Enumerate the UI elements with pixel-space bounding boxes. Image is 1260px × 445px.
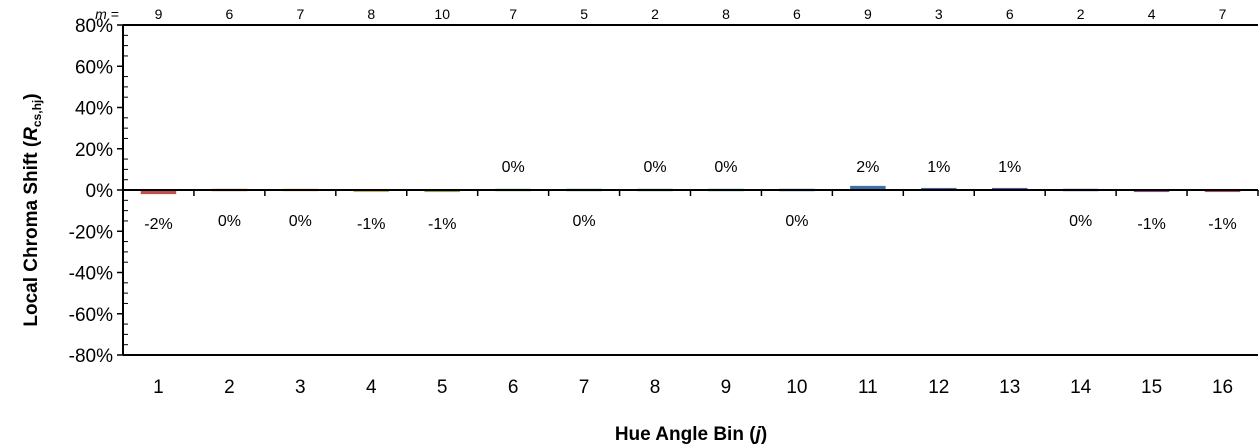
y-tick-label: 20% bbox=[75, 140, 113, 161]
y-tick-label: -80% bbox=[69, 346, 113, 367]
x-tick-label: 5 bbox=[437, 377, 448, 398]
data-label: 0% bbox=[1069, 213, 1092, 230]
x-tick-label: 6 bbox=[508, 377, 519, 398]
x-axis: 1 2 3 4 5 6 7 8 9 10 11 12 13 14 15 16 bbox=[122, 189, 1259, 398]
y-tick-label: -40% bbox=[69, 264, 113, 285]
x-tick-label: 15 bbox=[1141, 377, 1162, 398]
y-tick-label: -60% bbox=[69, 305, 113, 326]
m-count-label: 8 bbox=[722, 6, 730, 22]
x-tick-label: 7 bbox=[579, 377, 590, 398]
m-count-label: 3 bbox=[935, 6, 943, 22]
bar-16 bbox=[1204, 190, 1241, 193]
x-tick-label: 16 bbox=[1212, 377, 1233, 398]
x-tick-label: 8 bbox=[650, 377, 661, 398]
bar-11 bbox=[850, 185, 886, 190]
data-label: -2% bbox=[144, 216, 172, 233]
bar-15 bbox=[1133, 190, 1170, 193]
y-tick-label: -20% bbox=[69, 222, 113, 243]
m-count-label: 9 bbox=[155, 6, 163, 22]
y-tick-label: 0% bbox=[86, 181, 114, 202]
data-labels: -2% 0% 0% -1% -1% 0% 0% 0% 0% 0% 2% 1% 1% 0% -1% -1% bbox=[144, 159, 1237, 233]
m-count-label: 7 bbox=[296, 6, 304, 22]
m-count-label: 10 bbox=[434, 6, 450, 22]
data-label: 0% bbox=[714, 159, 737, 176]
x-tick-label: 9 bbox=[721, 377, 732, 398]
x-tick-label: 13 bbox=[999, 377, 1020, 398]
bar-1 bbox=[140, 190, 177, 195]
x-tick-label: 3 bbox=[295, 377, 306, 398]
data-label: 0% bbox=[785, 213, 808, 230]
data-label: 0% bbox=[289, 213, 312, 230]
data-label: 0% bbox=[573, 213, 596, 230]
data-label: 0% bbox=[502, 159, 525, 176]
data-label: -1% bbox=[357, 216, 385, 233]
x-tick-label: 2 bbox=[224, 377, 235, 398]
y-tick-label: 60% bbox=[75, 57, 113, 78]
m-count-label: 2 bbox=[651, 6, 659, 22]
y-tick-label: 80% bbox=[75, 16, 113, 37]
data-label: 1% bbox=[927, 159, 950, 176]
data-label: 0% bbox=[643, 159, 666, 176]
bar-13 bbox=[991, 187, 1028, 190]
x-tick-label: 1 bbox=[153, 377, 164, 398]
data-label: -1% bbox=[1137, 216, 1165, 233]
x-tick-label: 4 bbox=[366, 377, 377, 398]
y-tick-label: 40% bbox=[75, 99, 113, 120]
m-count-label: 7 bbox=[1219, 6, 1227, 22]
m-count-label: 6 bbox=[793, 6, 801, 22]
bar-12 bbox=[921, 187, 957, 190]
m-count-label: 8 bbox=[367, 6, 375, 22]
data-label: -1% bbox=[428, 216, 456, 233]
m-count-label: 6 bbox=[226, 6, 234, 22]
x-tick-label: 11 bbox=[858, 377, 878, 398]
bar-4 bbox=[353, 190, 390, 193]
x-tick-label: 14 bbox=[1070, 377, 1092, 398]
m-count-label: 6 bbox=[1006, 6, 1014, 22]
y-axis-title: Local Chroma Shift (Rcs,hj) bbox=[21, 93, 44, 326]
m-count-label: 9 bbox=[864, 6, 872, 22]
data-label: 2% bbox=[856, 159, 879, 176]
y-axis-ticks: 80% 60% 40% 20% 0% -20% -40% -60% -80% bbox=[69, 16, 128, 367]
m-count-label: 4 bbox=[1148, 6, 1156, 22]
x-tick-label: 10 bbox=[786, 377, 807, 398]
data-label: -1% bbox=[1208, 216, 1236, 233]
data-label: 0% bbox=[218, 213, 241, 230]
x-tick-label: 12 bbox=[928, 377, 949, 398]
bar-5 bbox=[424, 190, 460, 193]
m-count-label: 5 bbox=[580, 6, 588, 22]
x-axis-title: Hue Angle Bin (j) bbox=[615, 424, 767, 445]
m-count-label: 7 bbox=[509, 6, 517, 22]
m-count-label: 2 bbox=[1077, 6, 1085, 22]
m-count-row: m = 9 6 7 8 10 7 5 2 8 6 9 3 6 2 4 7 bbox=[95, 6, 1227, 22]
data-label: 1% bbox=[998, 159, 1021, 176]
m-prefix-label: m = bbox=[95, 6, 119, 22]
